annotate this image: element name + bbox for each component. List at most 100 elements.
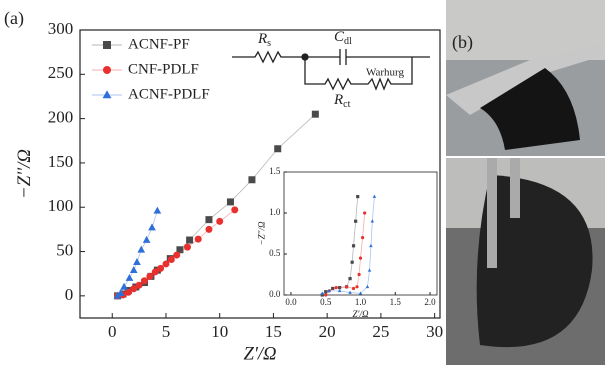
- marker: [365, 284, 370, 289]
- marker: [151, 268, 159, 276]
- x-tick-label: 2.0: [424, 297, 436, 307]
- marker: [120, 282, 128, 290]
- capacitor: [339, 49, 347, 65]
- panel-label: (a): [4, 8, 24, 29]
- marker: [348, 290, 352, 294]
- marker: [327, 288, 331, 293]
- marker: [360, 236, 365, 240]
- marker: [142, 235, 151, 243]
- marker: [344, 285, 349, 289]
- marker: [157, 264, 165, 272]
- x-tick-label: 20: [319, 322, 336, 341]
- marker: [348, 277, 352, 281]
- marker: [370, 219, 375, 223]
- marker: [103, 41, 111, 49]
- marker: [205, 225, 213, 233]
- y-axis-label: −Z''/Ω: [14, 149, 35, 199]
- marker: [331, 286, 335, 291]
- marker: [311, 110, 319, 118]
- photo-panel: (b): [446, 0, 605, 365]
- circuit-label: Rct: [333, 92, 351, 110]
- x-axis-label: Z'/Ω: [243, 344, 276, 365]
- x-tick-label: 30: [426, 322, 443, 341]
- plot-frame: [283, 171, 438, 296]
- marker: [351, 244, 356, 248]
- circuit: [232, 49, 430, 91]
- x-tick-label: 0: [108, 322, 117, 341]
- marker: [350, 260, 354, 264]
- marker: [320, 293, 324, 297]
- circuit-wire: [232, 50, 430, 64]
- marker: [231, 206, 239, 214]
- y-tick-label: 50: [56, 240, 73, 259]
- marker: [186, 236, 194, 244]
- legend-label: ACNF-PDLF: [128, 86, 210, 102]
- marker: [102, 90, 112, 99]
- x-tick-label: 15: [265, 322, 282, 341]
- x-axis-label: Z'/Ω: [353, 309, 369, 319]
- x-tick-label: 1.0: [355, 297, 367, 307]
- series-line: [117, 210, 158, 297]
- marker: [320, 291, 325, 295]
- marker: [148, 223, 156, 231]
- photo-tweezer: [487, 158, 497, 268]
- marker: [140, 277, 148, 285]
- panel-label: (b): [452, 32, 473, 53]
- y-tick-label: 0: [65, 285, 74, 304]
- marker: [367, 268, 372, 272]
- marker: [337, 288, 342, 293]
- marker: [205, 216, 213, 224]
- marker: [116, 288, 125, 296]
- y-axis-label: −Z''/Ω: [256, 221, 266, 245]
- marker: [153, 206, 162, 214]
- marker: [124, 288, 132, 296]
- marker: [324, 290, 328, 294]
- marker: [167, 256, 175, 264]
- marker: [226, 198, 234, 206]
- marker: [176, 246, 184, 254]
- marker: [216, 217, 224, 225]
- marker: [363, 211, 367, 215]
- marker: [274, 145, 282, 153]
- marker: [130, 285, 138, 293]
- circuit-label: Rs: [257, 31, 271, 49]
- x-tick-label: 1.5: [390, 297, 402, 307]
- y-tick-label: 1.5: [269, 166, 281, 176]
- y-tick-label: 100: [48, 196, 74, 215]
- legend-label: ACNF-PF: [128, 36, 190, 52]
- node: [301, 53, 309, 61]
- circuit-branch: [304, 57, 413, 91]
- marker: [354, 219, 358, 223]
- x-tick-label: 0.0: [285, 297, 297, 307]
- marker: [358, 291, 363, 295]
- inset-background: [284, 172, 437, 295]
- marker: [173, 251, 181, 259]
- marker: [146, 272, 154, 280]
- plot-frame: [79, 29, 441, 319]
- y-tick-label: 1.0: [269, 207, 281, 217]
- y-tick-label: 0.0: [269, 289, 281, 299]
- photo-tweezer: [510, 158, 520, 218]
- marker: [194, 235, 202, 243]
- photo-film-2: [476, 175, 593, 348]
- x-tick-label: 0.5: [320, 297, 332, 307]
- x-tick-label: 25: [372, 322, 389, 341]
- y-tick-label: 300: [48, 19, 74, 38]
- marker: [372, 194, 377, 198]
- marker: [369, 243, 373, 248]
- marker: [356, 195, 360, 199]
- series-line: [325, 212, 366, 296]
- marker: [162, 260, 170, 268]
- legend-label: CNF-PDLF: [128, 61, 199, 77]
- marker: [133, 257, 141, 265]
- photo-film: [480, 68, 580, 150]
- y-tick-label: 0.5: [269, 248, 281, 258]
- marker: [358, 256, 363, 260]
- marker: [129, 265, 138, 273]
- marker: [183, 243, 191, 251]
- marker: [135, 281, 143, 289]
- circuit-label: Cdl: [334, 29, 352, 47]
- marker: [248, 176, 256, 184]
- y-tick-label: 150: [48, 152, 74, 171]
